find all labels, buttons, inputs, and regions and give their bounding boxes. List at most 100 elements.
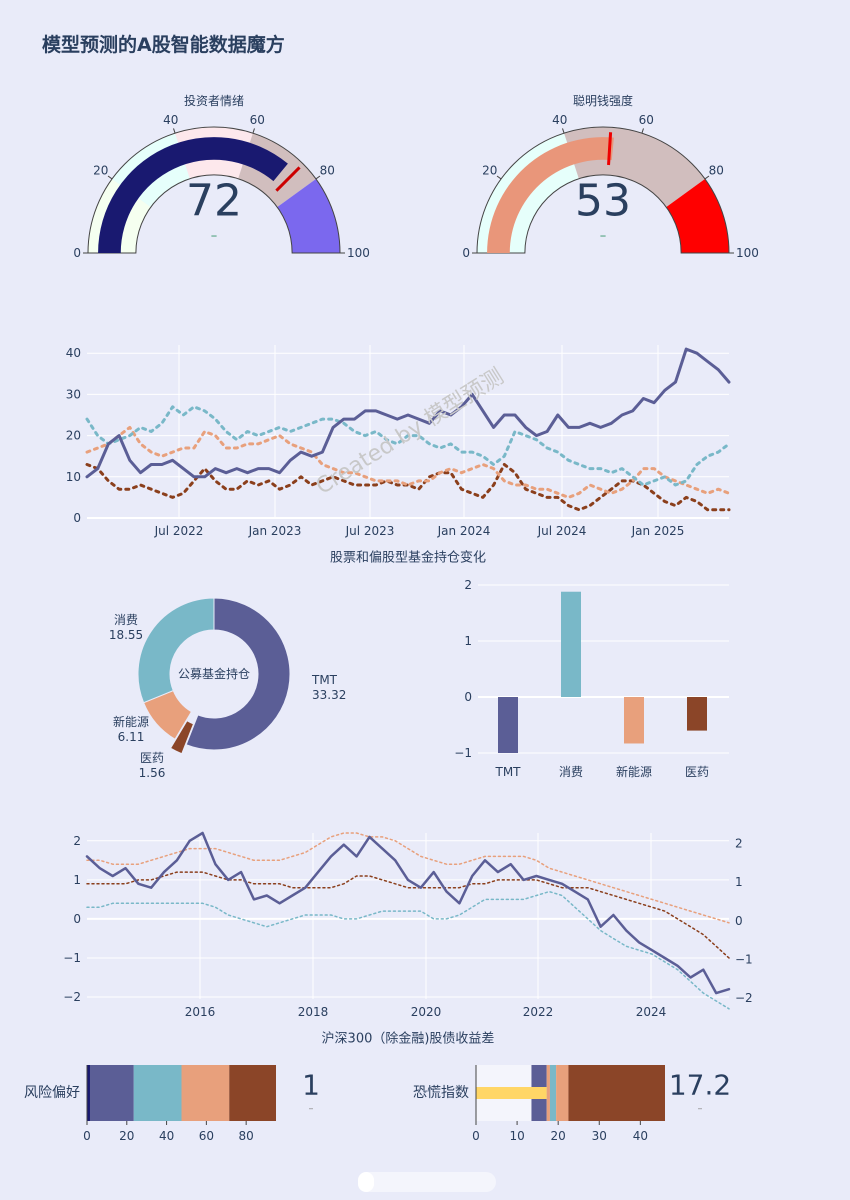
gauge-threshold-smart-money <box>607 132 613 166</box>
gauge-delta-sentiment: – <box>211 229 218 244</box>
hbar-segment-risk-appetite-1 <box>89 1065 134 1121</box>
pie-slice-0 <box>185 597 291 751</box>
hbar-tick-label-fear-index: 40 <box>633 1129 648 1143</box>
pie-slice-1 <box>169 720 195 755</box>
pie-label-name-0: TMT <box>311 673 338 687</box>
y-tick-label-equity-bond-spread: 1 <box>73 873 81 887</box>
gauge-tick-sentiment <box>173 128 176 134</box>
gauge-tick-sentiment <box>107 175 113 180</box>
gauge-step-sentiment-4 <box>277 178 340 253</box>
pie-label-value-2: 6.11 <box>118 730 145 744</box>
x-tick-label-holdings: Jul 2024 <box>537 524 587 538</box>
pie-slice-3 <box>137 597 215 704</box>
x-tick-label-equity-bond-spread: 2016 <box>185 1005 216 1019</box>
hbar-segment-fear-index-5 <box>568 1065 665 1121</box>
hbar-tick-label-risk-appetite: 0 <box>83 1129 91 1143</box>
gauge-outline-smart-money <box>476 126 730 254</box>
x-tick-label-holdings: Jul 2022 <box>154 524 204 538</box>
y-tick-label-holdings: 40 <box>66 346 81 360</box>
bar-y-tick-label: −1 <box>454 746 472 760</box>
y2-tick-label-equity-bond-spread: −1 <box>735 953 753 967</box>
gauge-value-sentiment: 72 <box>186 176 242 227</box>
hbar-tick-label-fear-index: 30 <box>592 1129 607 1143</box>
horizontal-scrollbar[interactable] <box>358 1172 496 1192</box>
y-tick-label-equity-bond-spread: 0 <box>73 912 81 926</box>
y2-tick-label-equity-bond-spread: −2 <box>735 991 753 1005</box>
gauge-tick-label-smart-money: 100 <box>736 246 759 260</box>
gauge-step-smart-money-3 <box>666 178 729 253</box>
line-series-holdings-2 <box>85 425 731 499</box>
line-series-holdings-0 <box>85 347 731 479</box>
gauge-tick-label-sentiment: 40 <box>163 113 178 127</box>
chart-title-holdings: 股票和偏股型基金持仓变化 <box>330 550 486 566</box>
hbar-segment-risk-appetite-2 <box>133 1065 182 1121</box>
pie-label-value-0: 33.32 <box>312 688 346 702</box>
bar-category-label-0: TMT <box>494 765 521 779</box>
gauge-tick-label-smart-money: 20 <box>482 164 497 178</box>
bar-1 <box>561 591 581 697</box>
hbar-value-risk-appetite: 1 <box>302 1069 320 1102</box>
hbar-segment-fear-index-3 <box>549 1065 557 1121</box>
hbar-segment-fear-index-2 <box>546 1065 550 1121</box>
y-tick-label-equity-bond-spread: 2 <box>73 834 81 848</box>
gauge-tick-label-smart-money: 80 <box>709 164 724 178</box>
y-tick-label-holdings: 0 <box>73 511 81 525</box>
pie-label-name-1: 医药 <box>140 751 164 765</box>
hbar-tick-label-risk-appetite: 80 <box>239 1129 254 1143</box>
x-tick-label-holdings: Jan 2024 <box>437 524 491 538</box>
hbar-tick-label-fear-index: 10 <box>509 1129 524 1143</box>
gauge-tick-label-sentiment: 80 <box>320 164 335 178</box>
x-tick-label-holdings: Jan 2023 <box>248 524 302 538</box>
bar-category-label-1: 消费 <box>559 765 583 779</box>
x-tick-label-equity-bond-spread: 2022 <box>523 1005 554 1019</box>
hbar-tick-label-risk-appetite: 60 <box>199 1129 214 1143</box>
bar-0 <box>498 697 518 753</box>
pie-center-label: 公募基金持仓 <box>178 666 250 681</box>
line-series-equity-bond-spread-1 <box>86 832 730 924</box>
bar-category-label-3: 医药 <box>685 765 709 779</box>
line-series-holdings-1 <box>85 405 731 487</box>
bar-y-tick-label: 1 <box>464 634 472 648</box>
chart-title-equity-bond-spread: 沪深300（除金融)股债收益差 <box>322 1031 495 1047</box>
hbar-tick-label-risk-appetite: 40 <box>159 1129 174 1143</box>
scrollbar-thumb[interactable] <box>358 1172 374 1192</box>
y-tick-label-holdings: 30 <box>66 387 81 401</box>
hbar-tick-label-fear-index: 0 <box>472 1129 480 1143</box>
gauge-tick-sentiment <box>252 128 255 134</box>
bar-y-tick-label: 2 <box>464 578 472 592</box>
y-tick-label-equity-bond-spread: −2 <box>63 990 81 1004</box>
gauge-outline-sentiment <box>87 126 341 254</box>
gauge-tick-label-smart-money: 60 <box>639 113 654 127</box>
hbar-segment-fear-index-4 <box>556 1065 569 1121</box>
x-tick-label-equity-bond-spread: 2024 <box>636 1005 667 1019</box>
y2-tick-label-equity-bond-spread: 1 <box>735 875 743 889</box>
bar-3 <box>687 697 707 731</box>
y-tick-label-holdings: 20 <box>66 429 81 443</box>
gauge-title-smart-money: 聪明钱强度 <box>573 93 633 108</box>
gauge-tick-smart-money <box>641 128 644 134</box>
x-tick-label-equity-bond-spread: 2020 <box>411 1005 442 1019</box>
gauge-tick-label-sentiment: 100 <box>347 246 370 260</box>
gauge-tick-label-sentiment: 0 <box>73 246 81 260</box>
gauge-value-smart-money: 53 <box>575 176 631 227</box>
y-tick-label-holdings: 10 <box>66 470 81 484</box>
hbar-segment-risk-appetite-0 <box>87 1065 90 1121</box>
gauge-tick-smart-money <box>704 175 710 180</box>
hbar-label-fear-index: 恐慌指数 <box>413 1085 469 1101</box>
hbar-value-fear-index: 17.2 <box>669 1069 731 1102</box>
x-tick-label-equity-bond-spread: 2018 <box>298 1005 329 1019</box>
gauge-threshold-sentiment <box>275 166 301 192</box>
x-tick-label-holdings: Jan 2025 <box>631 524 685 538</box>
x-tick-label-holdings: Jul 2023 <box>345 524 395 538</box>
pie-label-name-2: 新能源 <box>113 714 149 729</box>
line-series-equity-bond-spread-3 <box>86 890 730 1010</box>
hbar-label-risk-appetite: 风险偏好 <box>24 1085 80 1101</box>
pie-label-name-3: 消费 <box>114 613 138 627</box>
bar-category-label-2: 新能源 <box>616 764 652 779</box>
y2-tick-label-equity-bond-spread: 2 <box>735 837 743 851</box>
gauge-tick-label-sentiment: 20 <box>93 164 108 178</box>
gauge-bar-smart-money <box>487 137 614 253</box>
y2-tick-label-equity-bond-spread: 0 <box>735 914 743 928</box>
line-series-equity-bond-spread-0 <box>85 831 731 995</box>
